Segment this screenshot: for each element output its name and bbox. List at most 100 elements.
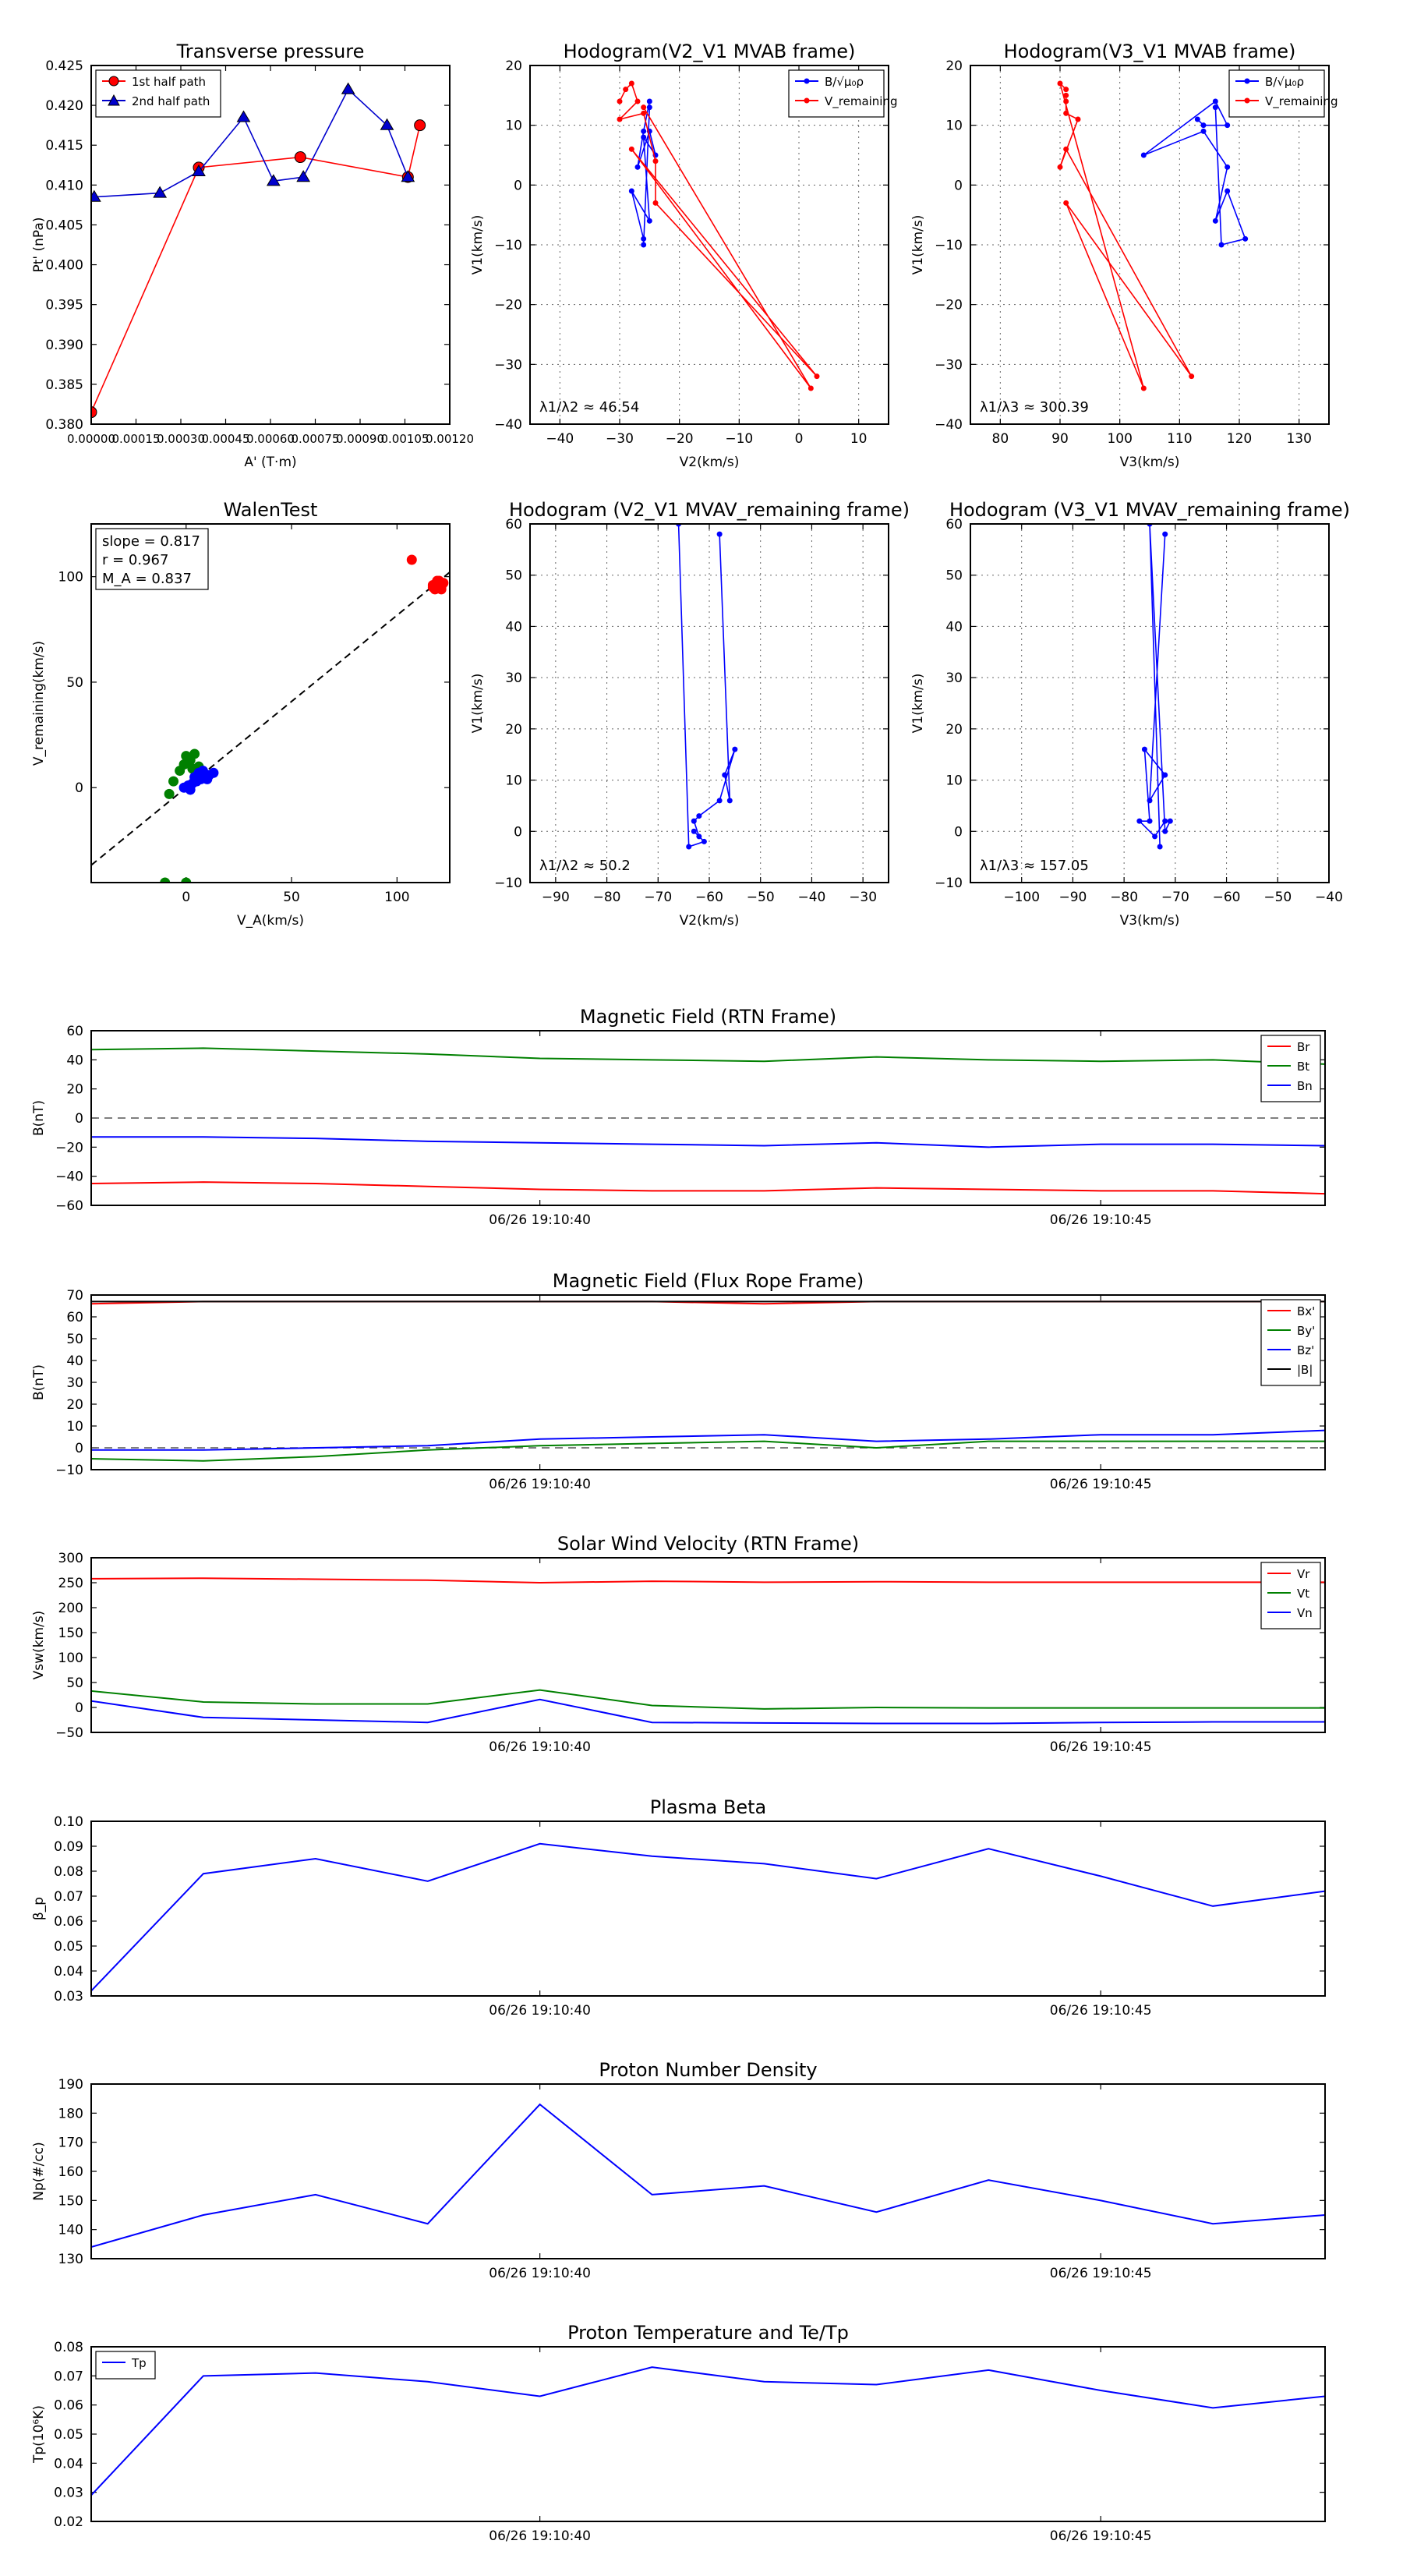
x-tick-label: −50	[747, 890, 775, 905]
x-tick-label: 06/26 19:10:40	[489, 2528, 591, 2544]
x-tick-label: −50	[1263, 890, 1292, 905]
legend-label: Bn	[1297, 1079, 1313, 1093]
axes-frame	[90, 2346, 1326, 2522]
x-tick-label: 06/26 19:10:45	[1050, 2266, 1152, 2281]
axes-frame	[90, 1821, 1326, 1997]
data-point	[204, 770, 215, 780]
y-tick-label: 50	[66, 1675, 83, 1691]
legend-label: V_remaining	[825, 94, 898, 109]
data-point	[1057, 164, 1063, 170]
y-tick-label: −20	[55, 1140, 83, 1155]
y-tick-label: 60	[945, 517, 963, 533]
chart-h2: Hodogram(V3_V1 MVAB frame) V3(km/s) V1(km/…	[910, 41, 1338, 470]
data-point	[266, 174, 281, 186]
data-point	[696, 813, 702, 819]
y-tick-label: 0	[514, 824, 522, 840]
plot-area	[91, 1300, 1325, 1462]
y-tick-label: 0.410	[45, 178, 83, 193]
x-tick-label: 0.00000	[67, 432, 115, 446]
y-tick-label: 10	[945, 119, 963, 134]
legend-box	[1260, 1299, 1321, 1386]
y-axis-label: V1(km/s)	[470, 215, 486, 275]
x-axis-label: V3(km/s)	[1120, 913, 1180, 929]
chart-ts2: Magnetic Field (Flux Rope Frame) B(nT) 06/…	[31, 1270, 1326, 1492]
y-tick-label: −40	[935, 417, 963, 433]
y-tick-label: 20	[66, 1397, 83, 1413]
y-tick-label: 60	[66, 1310, 83, 1325]
y-tick-label: 0.405	[45, 218, 83, 233]
data-point	[641, 110, 647, 116]
y-tick-label: 30	[505, 671, 522, 686]
x-tick-label: 0.00120	[426, 432, 474, 446]
y-tick-label: 20	[945, 58, 963, 74]
plot-area	[91, 2366, 1325, 2496]
x-tick-label: 130	[1286, 431, 1311, 447]
x-tick-label: 06/26 19:10:40	[489, 2003, 591, 2019]
y-tick-label: 60	[505, 517, 522, 533]
chart-ts5: Proton Number Density Np(#/cc) 06/26 19:10…	[31, 2059, 1326, 2281]
data-point	[634, 98, 641, 104]
y-tick-label: 0.08	[54, 1864, 83, 1880]
x-tick-label: −40	[546, 431, 574, 447]
y-tick-label: 60	[66, 1024, 83, 1039]
y-tick-label: 50	[66, 675, 83, 691]
series-0	[406, 554, 449, 595]
annotation-box: slope = 0.817 r = 0.967 M_A = 0.837	[95, 528, 209, 590]
legend-label: Br	[1297, 1040, 1310, 1054]
y-tick-label: 10	[945, 773, 963, 789]
y-tick-label: 100	[58, 570, 83, 586]
gridlines	[91, 1821, 1325, 1997]
x-tick-label: −40	[797, 890, 825, 905]
data-point	[686, 844, 692, 850]
plot-area	[1057, 80, 1249, 391]
series-1	[1057, 80, 1195, 391]
y-tick-label: 0	[75, 1111, 83, 1127]
series-0	[91, 1181, 1325, 1195]
x-tick-label: 06/26 19:10:40	[489, 2266, 591, 2281]
y-axis-label: Np(#/cc)	[31, 2142, 47, 2200]
y-tick-label: −50	[55, 1725, 83, 1741]
data-point	[696, 833, 702, 840]
gridlines	[970, 523, 1330, 883]
y-tick-label: 20	[66, 1082, 83, 1098]
y-tick-label: 0.395	[45, 298, 83, 313]
x-tick-label: 100	[1107, 431, 1132, 447]
series-line	[91, 1181, 1325, 1195]
chart-title: WalenTest	[224, 499, 318, 521]
legend-label: Vr	[1297, 1567, 1310, 1581]
data-point	[1075, 116, 1081, 122]
data-point	[1140, 385, 1147, 391]
x-tick-label: 06/26 19:10:45	[1050, 1477, 1152, 1492]
y-axis-label: Vsw(km/s)	[31, 1611, 47, 1680]
data-point	[814, 373, 820, 380]
legend-label: 1st half path	[132, 75, 206, 89]
data-point	[691, 818, 697, 824]
legend: Br Bt Bn	[1260, 1035, 1321, 1102]
y-tick-label: 0	[75, 780, 83, 796]
data-point	[236, 110, 251, 122]
x-axis-label: V_A(km/s)	[237, 913, 304, 929]
legend: B/√μ₀ρ V_remaining	[1228, 69, 1338, 118]
x-tick-label: −80	[593, 890, 621, 905]
legend-marker	[804, 97, 810, 104]
x-axis-label: V2(km/s)	[680, 455, 740, 470]
y-tick-label: −10	[935, 238, 963, 253]
x-tick-label: 0.00075	[291, 432, 339, 446]
axes-frame	[90, 2083, 1326, 2259]
series-line	[91, 1429, 1325, 1451]
data-point	[1189, 373, 1195, 380]
x-tick-label: 0.00090	[336, 432, 384, 446]
y-tick-label: 190	[58, 2077, 83, 2093]
data-point	[189, 748, 200, 759]
y-tick-label: −10	[494, 238, 522, 253]
data-point	[1063, 87, 1069, 93]
data-point	[294, 151, 306, 164]
legend: Bx' By' Bz' |B|	[1260, 1299, 1321, 1386]
x-tick-label: −30	[849, 890, 877, 905]
legend-label: B/√μ₀ρ	[1265, 75, 1304, 89]
x-tick-label: 50	[283, 890, 300, 905]
series-0	[1136, 524, 1173, 850]
x-tick-label: −80	[1110, 890, 1138, 905]
data-point	[1141, 746, 1147, 752]
